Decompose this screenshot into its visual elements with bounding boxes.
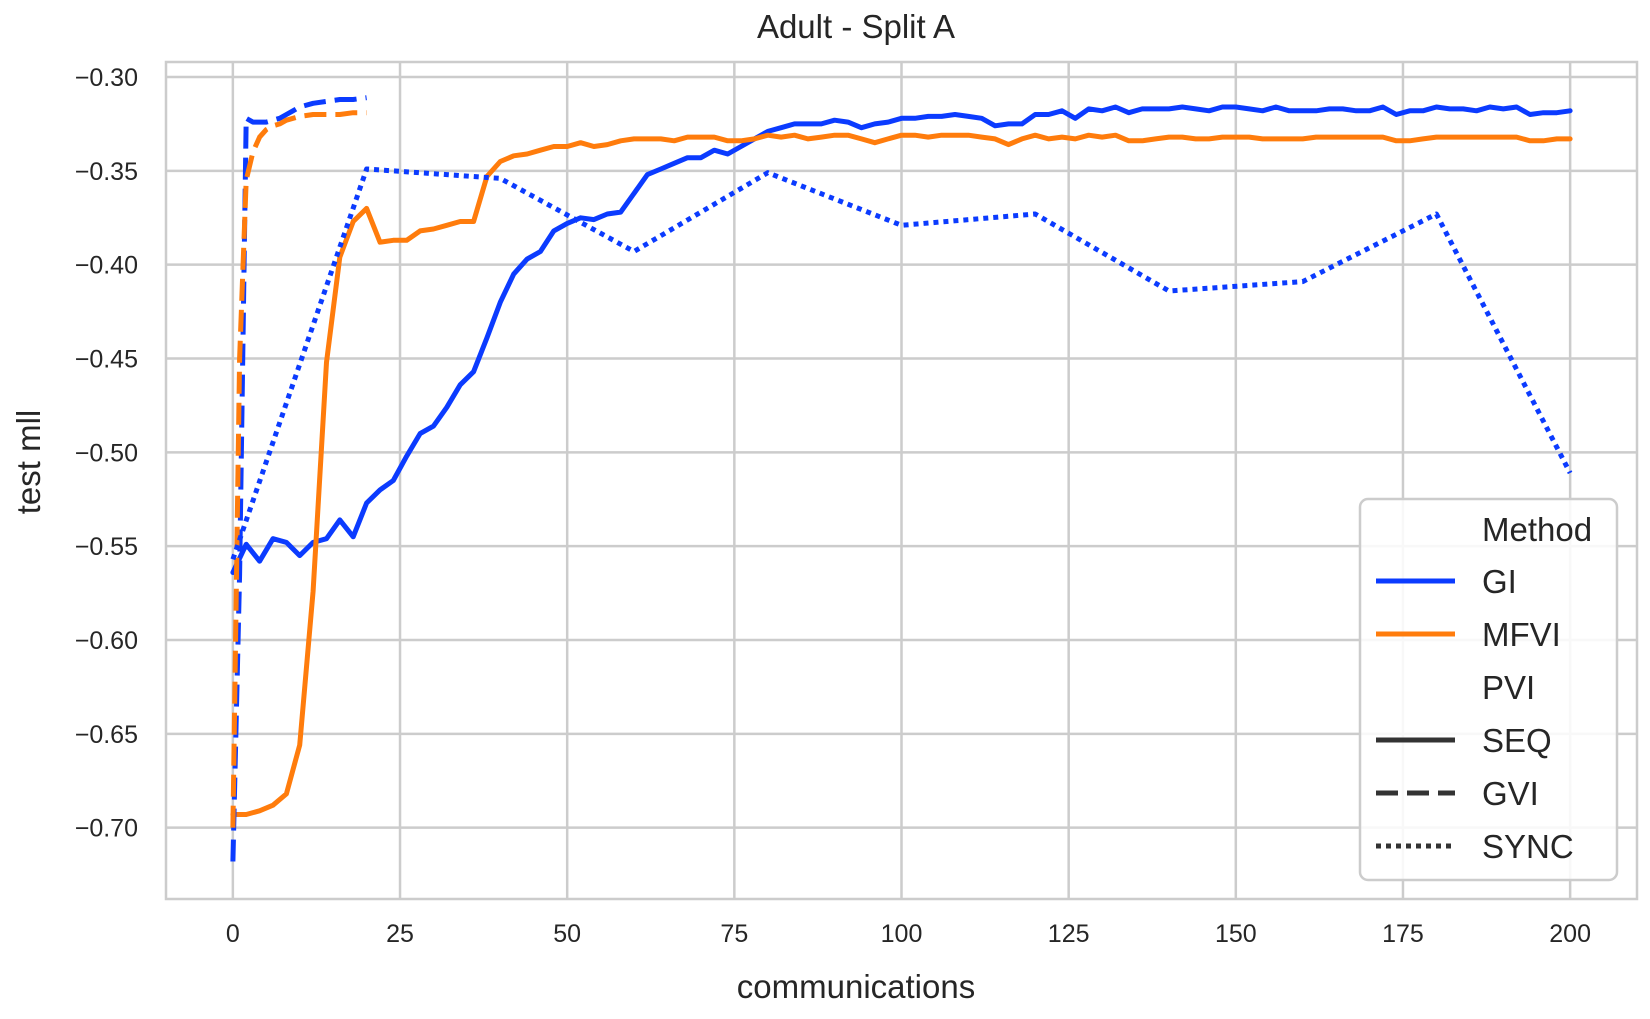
- x-tick-label: 25: [386, 920, 414, 948]
- series-line-gi-sync: [230, 166, 1573, 561]
- x-tick-label: 50: [553, 920, 581, 948]
- y-tick-labels: −0.30 −0.35 −0.40 −0.45 −0.50 −0.55 −0.60 −0.65…: [75, 64, 138, 843]
- y-tick-label: −0.30: [75, 64, 138, 92]
- y-tick-label: −0.55: [75, 533, 138, 561]
- legend: Method GI MFVI PVI SEQ GVI SYNC: [1358, 497, 1619, 882]
- x-axis-label: communications: [737, 968, 975, 1005]
- series-line-gi-gvi: [230, 95, 367, 862]
- x-tick-label: 150: [1215, 920, 1257, 948]
- x-tick-label: 200: [1549, 920, 1591, 948]
- plot-area-frame: [164, 60, 1639, 901]
- series-line-mfvi-gvi: [230, 110, 367, 828]
- legend-title-pvi: PVI: [1482, 669, 1535, 706]
- legend-entry-gvi: GVI: [1482, 775, 1539, 812]
- legend-entry-sync: SYNC: [1482, 828, 1574, 865]
- x-tick-labels: 0 25 50 75 100 125 150 175 200: [226, 920, 1591, 948]
- y-tick-label: −0.35: [75, 158, 138, 186]
- x-tick-label: 175: [1382, 920, 1424, 948]
- y-tick-label: −0.60: [75, 627, 138, 655]
- legend-entry-gi: GI: [1482, 563, 1517, 600]
- series-layer: [230, 95, 1573, 862]
- y-tick-label: −0.50: [75, 439, 138, 467]
- y-tick-label: −0.45: [75, 346, 138, 374]
- legend-box: [1358, 497, 1619, 882]
- legend-entry-mfvi: MFVI: [1482, 616, 1561, 653]
- x-tick-label: 0: [226, 920, 240, 948]
- y-tick-label: −0.65: [75, 721, 138, 749]
- y-tick-label: −0.70: [75, 815, 138, 843]
- legend-title-method: Method: [1482, 511, 1592, 548]
- y-tick-label: −0.40: [75, 252, 138, 280]
- x-tick-label: 125: [1048, 920, 1090, 948]
- grid-lines: [166, 62, 1637, 899]
- chart-title: Adult - Split A: [757, 8, 955, 45]
- y-axis-label: test mll: [10, 410, 47, 515]
- x-tick-label: 75: [720, 920, 748, 948]
- series-line-gi-seq: [230, 104, 1573, 575]
- x-tick-label: 100: [881, 920, 923, 948]
- legend-entry-seq: SEQ: [1482, 722, 1552, 759]
- series-line-mfvi-seq: [230, 132, 1573, 817]
